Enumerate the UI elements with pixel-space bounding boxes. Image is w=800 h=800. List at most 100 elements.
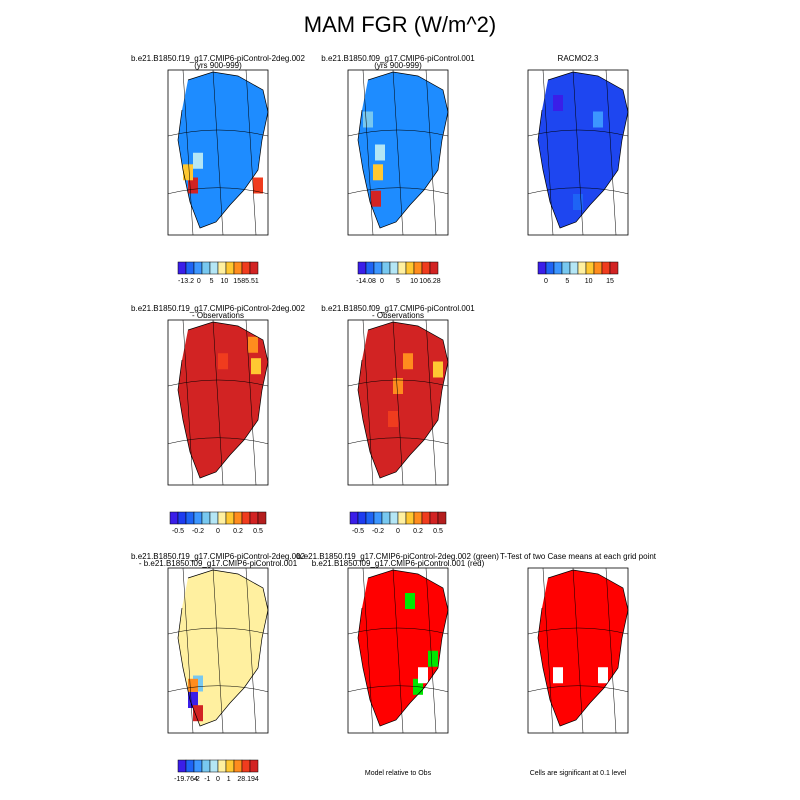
colorbar-label: -0.2 bbox=[372, 528, 384, 535]
grid-cells bbox=[373, 164, 383, 181]
colorbar-label: -0.5 bbox=[352, 528, 364, 535]
grid-cells bbox=[403, 353, 413, 370]
meridian bbox=[212, 567, 224, 734]
colorbar-box bbox=[373, 261, 383, 275]
colorbar-box bbox=[209, 261, 219, 275]
colorbar-box bbox=[225, 261, 235, 275]
panel-title: b.e21.B1850.f09_g17.CMIP6-piControl.001 … bbox=[312, 559, 485, 568]
map-panel: b.e21.B1850.f19_g17.CMIP6-piControl-2deg… bbox=[131, 304, 305, 535]
colorbar-box bbox=[405, 511, 415, 525]
map-frame bbox=[527, 567, 629, 734]
coastline bbox=[177, 71, 269, 229]
colorbar-box bbox=[537, 261, 547, 275]
map-panel: b.e21.B1850.f19_g17.CMIP6-piControl-2deg… bbox=[131, 54, 305, 285]
meridian bbox=[542, 69, 554, 236]
colorbar-box bbox=[233, 261, 243, 275]
colorbar-box bbox=[217, 759, 227, 773]
coastline bbox=[357, 71, 449, 229]
colorbar-box bbox=[201, 759, 211, 773]
colorbar-box bbox=[209, 759, 219, 773]
colorbar-label: 15 bbox=[606, 278, 614, 285]
colorbar-box bbox=[241, 261, 251, 275]
colorbar-label: -0.5 bbox=[172, 528, 184, 535]
colorbar-box bbox=[241, 759, 251, 773]
meridian bbox=[572, 69, 584, 236]
parallel bbox=[527, 685, 629, 692]
grid-cells bbox=[188, 177, 198, 194]
parallel bbox=[347, 627, 449, 635]
colorbar-box bbox=[553, 261, 563, 275]
grid-cells bbox=[593, 111, 603, 128]
meridian bbox=[245, 69, 257, 236]
colorbar-box bbox=[185, 511, 195, 525]
colorbar-box bbox=[585, 261, 595, 275]
colorbar-label: 0 bbox=[396, 528, 400, 535]
colorbar-box bbox=[397, 511, 407, 525]
meridian bbox=[362, 69, 374, 236]
colorbar-label: 8.194 bbox=[241, 776, 259, 783]
meridian bbox=[182, 567, 194, 734]
colorbar-box bbox=[249, 261, 259, 275]
colorbar-label: -14.08 bbox=[356, 278, 376, 285]
colorbar-box bbox=[233, 759, 243, 773]
colorbar-label: 10 bbox=[585, 278, 593, 285]
colorbar-box bbox=[193, 759, 203, 773]
panel-title: (yrs 900-999) bbox=[194, 61, 242, 70]
colorbar-label: -19.764 bbox=[174, 776, 198, 783]
colorbar-label: 0 bbox=[216, 776, 220, 783]
panel-title: b.e21.B1850.f19_g17.CMIP6-piControl-2deg… bbox=[297, 552, 499, 561]
colorbar-label: 5 bbox=[210, 278, 214, 285]
ice-sheet bbox=[358, 570, 448, 726]
colorbar-box bbox=[365, 511, 375, 525]
grid-cells bbox=[253, 177, 263, 194]
colorbar-box bbox=[413, 261, 423, 275]
colorbar-label: 2 bbox=[237, 776, 241, 783]
colorbar-box bbox=[225, 759, 235, 773]
panel-footer: Model relative to Obs bbox=[365, 770, 432, 777]
colorbar-label: 10 bbox=[410, 278, 418, 285]
colorbar-box bbox=[185, 759, 195, 773]
coastline bbox=[357, 569, 449, 727]
panel-title: RACMO2.3 bbox=[558, 54, 599, 63]
colorbar-box bbox=[609, 261, 619, 275]
colorbar-label: 0.2 bbox=[233, 528, 243, 535]
ice-sheet bbox=[358, 322, 448, 478]
ice-sheet bbox=[178, 322, 268, 478]
colorbar-label: 0.2 bbox=[413, 528, 423, 535]
colorbar-box bbox=[421, 511, 431, 525]
colorbar-box bbox=[397, 261, 407, 275]
colorbar-box bbox=[201, 261, 211, 275]
panel-title: b.e21.B1850.f19_g17.CMIP6-piControl-2deg… bbox=[131, 552, 305, 561]
colorbar-box bbox=[429, 261, 439, 275]
map-frame bbox=[167, 567, 269, 734]
grid-cells bbox=[363, 111, 373, 128]
colorbar-box bbox=[193, 511, 203, 525]
colorbar-box bbox=[569, 261, 579, 275]
map-panel: b.e21.B1850.f09_g17.CMIP6-piControl.001-… bbox=[321, 304, 475, 535]
ice-sheet bbox=[178, 72, 268, 228]
parallel bbox=[347, 187, 449, 194]
grid-cells bbox=[375, 144, 385, 161]
grid-cells bbox=[388, 411, 398, 427]
colorbar-label: 1 bbox=[227, 776, 231, 783]
colorbar-label: -2 bbox=[194, 776, 200, 783]
map-frame bbox=[167, 319, 269, 486]
map-panel: b.e21.B1850.f19_g17.CMIP6-piControl-2deg… bbox=[297, 552, 499, 777]
parallel bbox=[527, 627, 629, 635]
colorbar-box bbox=[593, 261, 603, 275]
grid-cells bbox=[428, 650, 438, 667]
map-panel: b.e21.B1850.f09_g17.CMIP6-piControl.001(… bbox=[321, 54, 475, 285]
meridian bbox=[392, 567, 404, 734]
colorbar-label: -0.2 bbox=[192, 528, 204, 535]
parallel bbox=[167, 437, 269, 444]
ice-sheet bbox=[538, 570, 628, 726]
grid-cells bbox=[393, 378, 403, 394]
colorbar-label: -1 bbox=[204, 776, 210, 783]
grid-cells bbox=[183, 164, 193, 181]
grid-cells bbox=[188, 678, 198, 695]
colorbar-box bbox=[421, 261, 431, 275]
map-panel: RACMO2.3 0 5 10 15 bbox=[527, 54, 629, 285]
coastline bbox=[357, 321, 449, 479]
colorbar-box bbox=[169, 511, 179, 525]
grid-cells bbox=[418, 667, 428, 684]
